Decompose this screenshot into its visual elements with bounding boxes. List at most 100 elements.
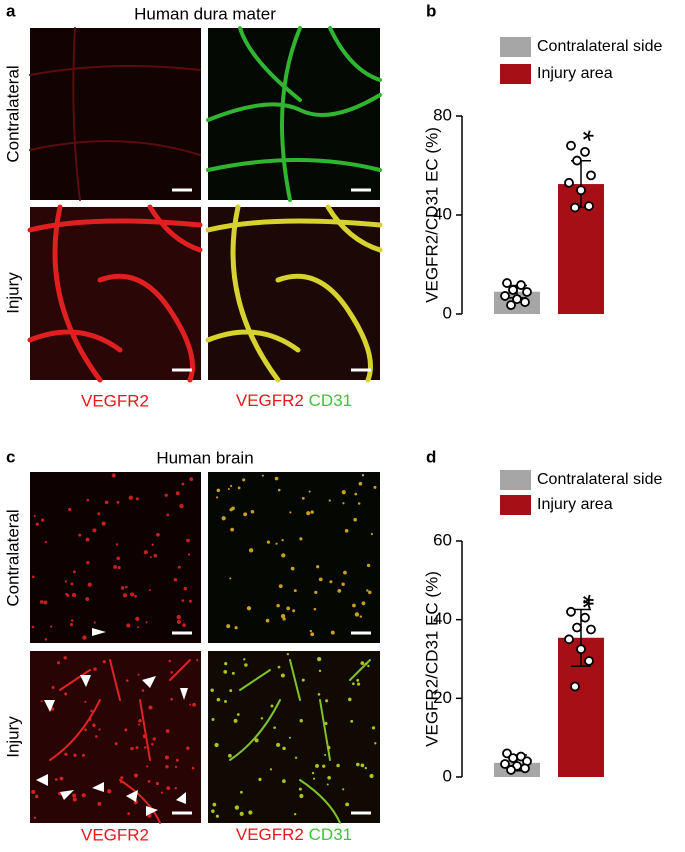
- speckle-dot: [229, 507, 233, 512]
- legend-label: Injury area: [537, 496, 613, 513]
- speckle-dot: [119, 780, 123, 784]
- speckle-dot: [306, 511, 311, 516]
- data-point: [500, 759, 510, 769]
- speckle-dot: [315, 763, 319, 768]
- speckle-dot: [211, 809, 215, 813]
- speckle-dot: [337, 589, 342, 593]
- speckle-dot: [269, 768, 273, 771]
- vessel: [27, 204, 203, 383]
- speckle-dot: [137, 673, 140, 676]
- speckle-dot: [294, 756, 298, 759]
- speckle-dot: [275, 542, 278, 545]
- speckle-dot: [142, 734, 147, 739]
- speckle-dot: [97, 801, 102, 806]
- speckle-dot: [316, 565, 320, 569]
- legend-label: Injury area: [537, 65, 613, 82]
- speckle-dot: [147, 779, 151, 783]
- data-point: [508, 753, 518, 764]
- speckle-dot: [124, 585, 128, 589]
- y-axis-label: VEGFR2/CD31 EC (%): [422, 571, 441, 747]
- speckle-dot: [370, 532, 373, 536]
- speckle-dot: [182, 623, 186, 627]
- speckle-dot: [35, 522, 39, 526]
- speckle-dot: [192, 702, 196, 707]
- speckle-dot: [68, 507, 72, 512]
- speckle-dot: [326, 745, 331, 750]
- data-point: [512, 294, 522, 305]
- data-point: [520, 763, 530, 774]
- stain-label: CD31: [309, 825, 352, 844]
- speckle-dot: [299, 537, 303, 541]
- speckle-dot: [310, 632, 315, 637]
- data-point: [570, 202, 580, 213]
- image: [30, 651, 201, 823]
- speckle-dot: [358, 481, 363, 486]
- speckle-dot: [164, 755, 169, 760]
- speckle-dot: [280, 673, 285, 678]
- speckle-dot: [344, 528, 349, 533]
- speckle-dot: [143, 550, 148, 555]
- speckle-dot: [299, 718, 303, 723]
- y-tick-label: 20: [433, 688, 452, 707]
- stain-label: VEGFR2 CD31: [236, 825, 352, 844]
- speckle-dot: [117, 566, 121, 570]
- speckle-dot: [224, 699, 227, 703]
- legend-swatch: [500, 495, 531, 515]
- speckle-dot: [138, 718, 142, 723]
- speckle-dot: [329, 580, 333, 584]
- speckle-dot: [318, 669, 322, 673]
- y-tick-label: 40: [433, 204, 452, 223]
- data-point: [570, 681, 580, 692]
- speckle-dot: [336, 763, 340, 768]
- stain-label: VEGFR2: [81, 391, 149, 410]
- speckle-dot: [260, 717, 264, 720]
- speckle-dot: [277, 665, 281, 669]
- speckle-dot: [281, 553, 286, 558]
- data-point: [500, 291, 510, 301]
- stain-label: CD31: [309, 391, 352, 410]
- speckle-dot: [156, 532, 160, 537]
- speckle-dot: [107, 789, 112, 794]
- speckle-dot: [93, 621, 96, 624]
- speckle-dot: [353, 517, 357, 522]
- speckle-dot: [160, 791, 163, 794]
- speckle-dot: [95, 735, 98, 738]
- legend-label: Contralateral side: [537, 471, 663, 488]
- speckle-dot: [59, 776, 64, 781]
- speckle-dot: [127, 812, 131, 815]
- speckle-dot: [153, 553, 158, 558]
- speckle-dot: [64, 752, 68, 756]
- panel-letter: b: [426, 1, 436, 20]
- data-point: [576, 185, 586, 196]
- stain-label: VEGFR2: [81, 825, 149, 844]
- speckle-dot: [73, 570, 76, 574]
- speckle-dot: [81, 753, 86, 757]
- speckle-dot: [310, 510, 314, 514]
- speckle-dot: [63, 656, 67, 660]
- speckle-dot: [357, 502, 361, 505]
- speckle-dot: [130, 592, 135, 597]
- data-point: [564, 634, 574, 645]
- data-point: [502, 278, 512, 288]
- speckle-dot: [366, 563, 371, 568]
- speckle-dot: [243, 512, 248, 517]
- speckle-dot: [356, 762, 360, 767]
- speckle-dot: [130, 746, 134, 751]
- speckle-dot: [135, 497, 139, 501]
- micrograph: [27, 26, 383, 824]
- speckle-dot: [324, 753, 327, 756]
- speckle-dot: [187, 553, 191, 556]
- speckle-dot: [128, 495, 133, 500]
- speckle-dot: [359, 615, 363, 618]
- speckle-dot: [281, 779, 286, 784]
- data-point: [576, 644, 586, 655]
- speckle-dot: [50, 625, 53, 628]
- legend-label: Contralateral side: [537, 38, 663, 55]
- speckle-dot: [145, 621, 148, 624]
- speckle-dot: [371, 726, 376, 730]
- speckle-dot: [360, 763, 365, 768]
- speckle-dot: [342, 502, 345, 505]
- speckle-dot: [70, 619, 74, 622]
- speckle-dot: [226, 624, 231, 629]
